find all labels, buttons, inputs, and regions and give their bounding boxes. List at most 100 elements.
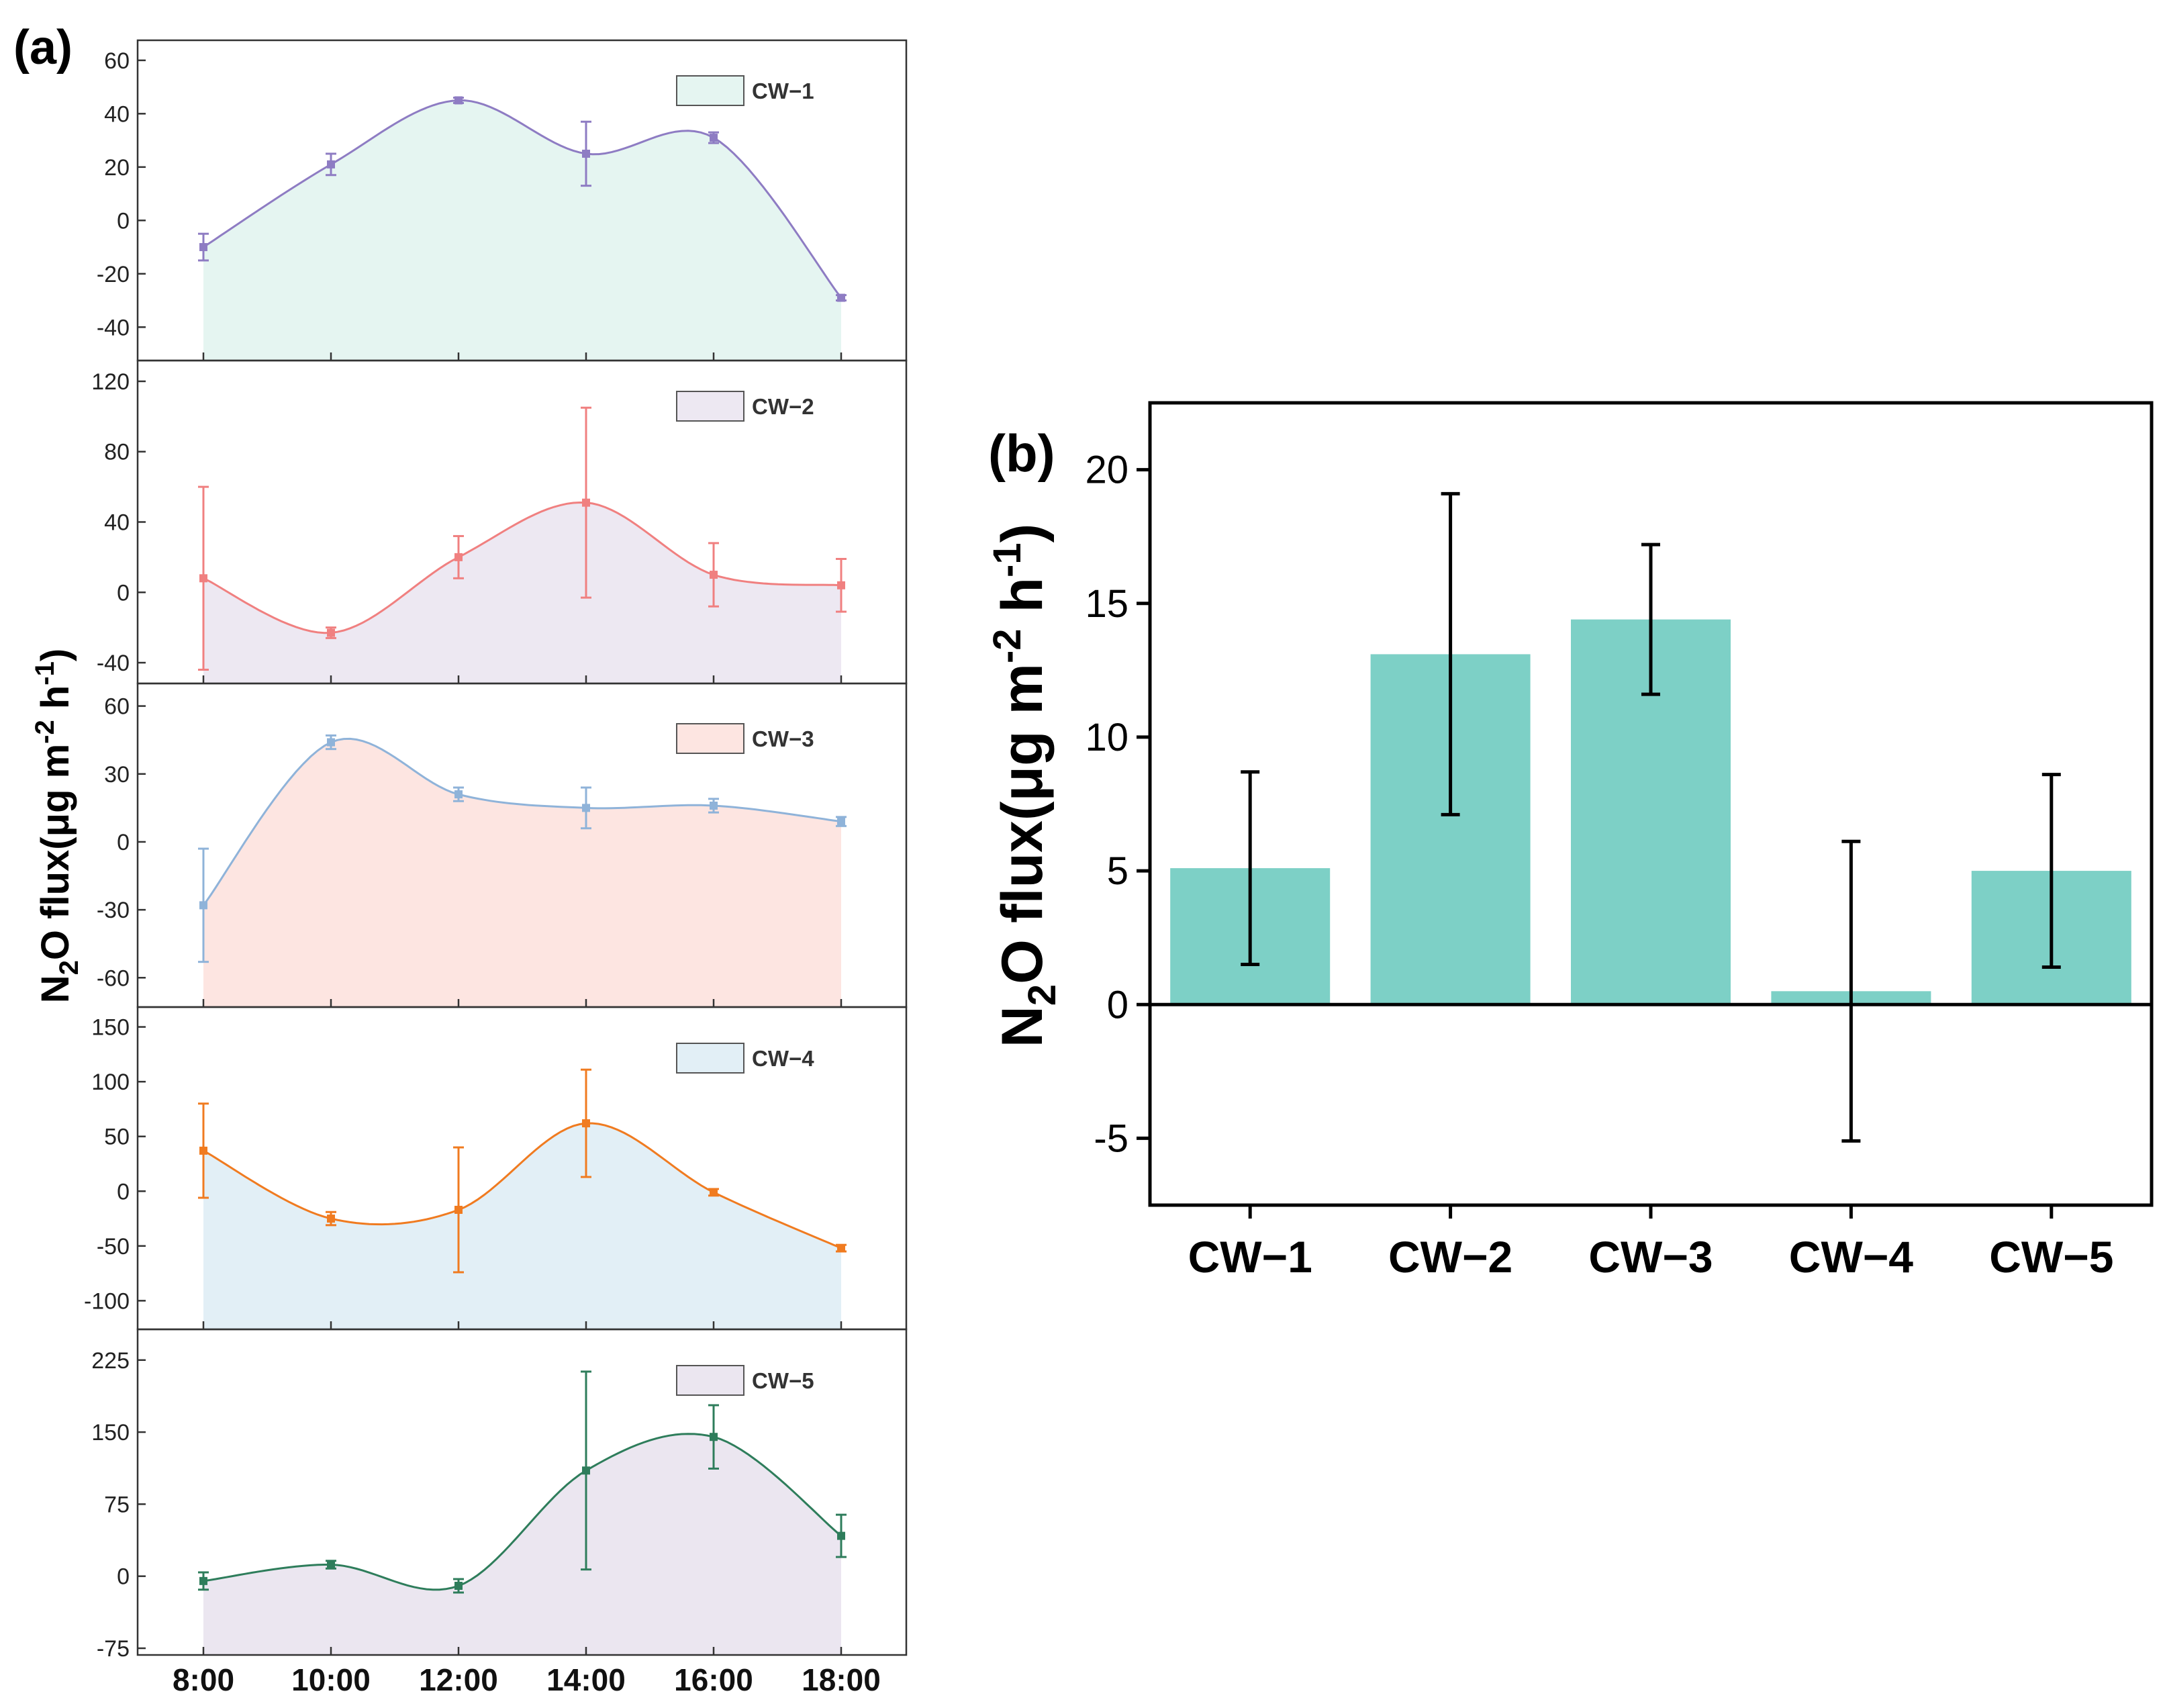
x-tick-label: CW−3 — [1588, 1232, 1713, 1282]
series-line-4 — [203, 1122, 842, 1249]
data-point — [710, 1188, 718, 1196]
legend-swatch — [676, 391, 744, 422]
x-tick-label: CW−2 — [1388, 1232, 1512, 1282]
y-tick-label: 15 — [1085, 582, 1128, 626]
data-point — [454, 1582, 463, 1590]
y-tick-label: 20 — [104, 155, 130, 181]
y-tick-label: 20 — [1085, 448, 1128, 492]
data-point — [199, 1146, 207, 1155]
panel-b-ylabel: N2O flux(μg m-2 h-1) — [985, 524, 1064, 1047]
x-tick-label: 10:00 — [291, 1662, 371, 1697]
panel-b-label: (b) — [988, 424, 1055, 483]
x-tick-label: 12:00 — [419, 1662, 498, 1697]
legend-swatch — [676, 1365, 744, 1396]
y-tick-label: 10 — [1085, 716, 1128, 759]
y-tick-label: 0 — [117, 1179, 130, 1204]
y-tick-label: -30 — [97, 898, 130, 923]
series-line-3 — [202, 737, 842, 906]
y-tick-label: 0 — [117, 1564, 130, 1590]
x-tick-label: 14:00 — [546, 1662, 626, 1697]
y-tick-label: -40 — [97, 651, 130, 676]
data-point — [199, 901, 207, 910]
y-tick-label: 150 — [91, 1015, 130, 1041]
legend-label: CW−1 — [752, 79, 814, 103]
y-tick-label: 100 — [91, 1070, 130, 1095]
area-fill-4 — [203, 1123, 841, 1329]
data-point — [327, 1560, 335, 1569]
data-point — [837, 581, 845, 589]
data-point — [837, 817, 845, 826]
legend-swatch — [676, 1043, 744, 1074]
area-fill-3 — [203, 739, 841, 1006]
subplot-4: 150 100 50 0 -50 -100 CW−4 — [84, 1006, 908, 1331]
series-line-2 — [203, 501, 842, 634]
legend-label: CW−2 — [752, 394, 814, 419]
x-tick-label: CW−5 — [1989, 1232, 2113, 1282]
data-point — [710, 801, 718, 810]
legend-label: CW−4 — [752, 1046, 814, 1071]
y-tick-label: 30 — [104, 762, 130, 788]
panel-a-label: (a) — [13, 21, 73, 75]
data-point — [582, 804, 590, 812]
data-point — [582, 1119, 590, 1128]
data-point — [327, 628, 335, 637]
data-point — [199, 574, 207, 583]
y-tick-label: -20 — [97, 262, 130, 287]
area-fill-5 — [203, 1433, 841, 1654]
area-fill-2 — [203, 502, 841, 683]
y-tick-label: -60 — [97, 965, 130, 991]
y-tick-label: 60 — [104, 48, 130, 74]
data-point — [199, 243, 207, 252]
data-point — [837, 1244, 845, 1253]
y-tick-label: 150 — [91, 1420, 130, 1445]
x-tick-label: 16:00 — [674, 1662, 753, 1697]
y-tick-label: 75 — [104, 1492, 130, 1517]
y-tick-label: -50 — [97, 1234, 130, 1260]
y-tick-label: 0 — [117, 830, 130, 855]
subplot-2: 120 80 40 0 -40 CW−2 — [91, 359, 908, 685]
legend-swatch — [676, 723, 744, 754]
series-line-5 — [203, 1433, 842, 1591]
data-point — [199, 1576, 207, 1585]
subplot-5: 225 150 75 0 -75 CW−5 — [91, 1328, 908, 1662]
y-tick-label: -40 — [97, 315, 130, 340]
x-tick-label: CW−1 — [1188, 1232, 1312, 1282]
legend-label: CW−3 — [752, 726, 814, 751]
y-tick-label: 40 — [104, 510, 130, 536]
data-point — [837, 1531, 845, 1540]
x-tick-label: CW−4 — [1789, 1232, 1914, 1282]
panel-b-bar-chart: 20 15 10 5 0 -5 CW−1 CW−2 CW−3 CW−4 CW−5 — [1085, 401, 2154, 1282]
data-point — [454, 790, 463, 799]
data-point — [710, 571, 718, 579]
data-point — [327, 160, 335, 169]
y-tick-label: 50 — [104, 1125, 130, 1150]
data-point — [454, 1205, 463, 1214]
y-tick-label: -5 — [1094, 1117, 1128, 1160]
data-point — [454, 96, 463, 105]
x-tick-label: 8:00 — [173, 1662, 234, 1697]
subplot-1: 60 40 20 0 -20 -40 CW−1 — [97, 39, 908, 362]
subplot-3: 60 30 0 -30 -60 CW−3 — [97, 682, 908, 1008]
y-tick-label: 120 — [91, 369, 130, 395]
area-fill-1 — [203, 100, 841, 360]
series-line-1 — [203, 99, 843, 299]
subplot-frame — [136, 1328, 908, 1656]
x-tick-label: 18:00 — [802, 1662, 881, 1697]
data-point — [710, 134, 718, 142]
data-point — [582, 498, 590, 507]
y-tick-label: 225 — [91, 1348, 130, 1374]
y-tick-label: 60 — [104, 694, 130, 720]
y-tick-label: 5 — [1107, 849, 1128, 893]
data-point — [327, 738, 335, 747]
y-tick-label: 0 — [117, 580, 130, 606]
data-point — [454, 553, 463, 561]
y-tick-label: 80 — [104, 440, 130, 465]
panel-a-ylabel: N2O flux(μg m-2 h-1) — [30, 649, 84, 1003]
y-tick-label: -75 — [97, 1636, 130, 1662]
legend-swatch — [676, 75, 744, 106]
data-point — [582, 149, 590, 158]
y-tick-label: -100 — [84, 1288, 130, 1314]
y-tick-label: 40 — [104, 101, 130, 127]
panel-a-stacked-area-charts: 60 40 20 0 -20 -40 CW−1 120 80 40 0 -40 CW−2 60 30 0 -30… — [84, 39, 908, 1697]
